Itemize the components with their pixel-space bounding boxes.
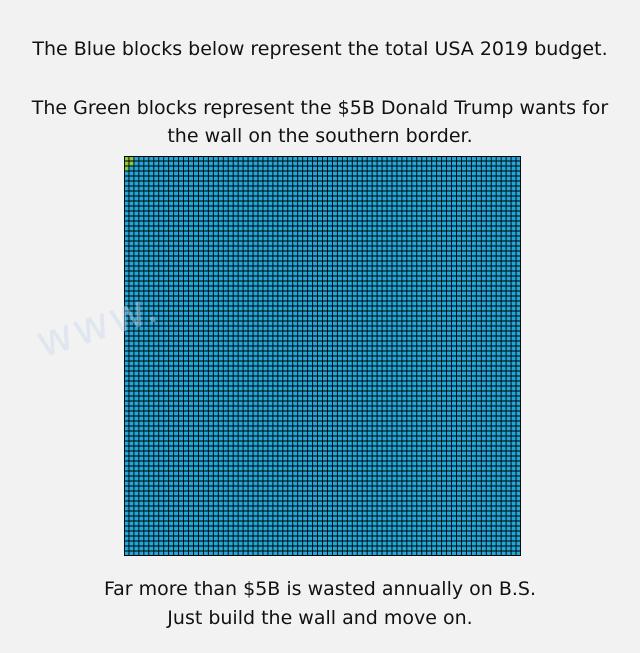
green-block-3 (124, 161, 129, 166)
grid-lines (124, 156, 521, 556)
footer-line-1: Far more than $5B is wasted annually on … (103, 578, 537, 600)
header-line-3: the wall on the southern border. (167, 125, 473, 147)
green-block-5 (124, 166, 129, 171)
block-grid-svg (124, 156, 521, 556)
green-block-4 (128, 161, 134, 166)
green-block-2 (128, 156, 134, 161)
green-block-1 (124, 156, 129, 161)
header-line-1: The Blue blocks below represent the tota… (32, 38, 608, 60)
footer-line-2: Just build the wall and move on. (167, 607, 473, 629)
header-line-2: The Green blocks represent the $5B Donal… (31, 97, 609, 119)
budget-block-grid (124, 156, 521, 556)
